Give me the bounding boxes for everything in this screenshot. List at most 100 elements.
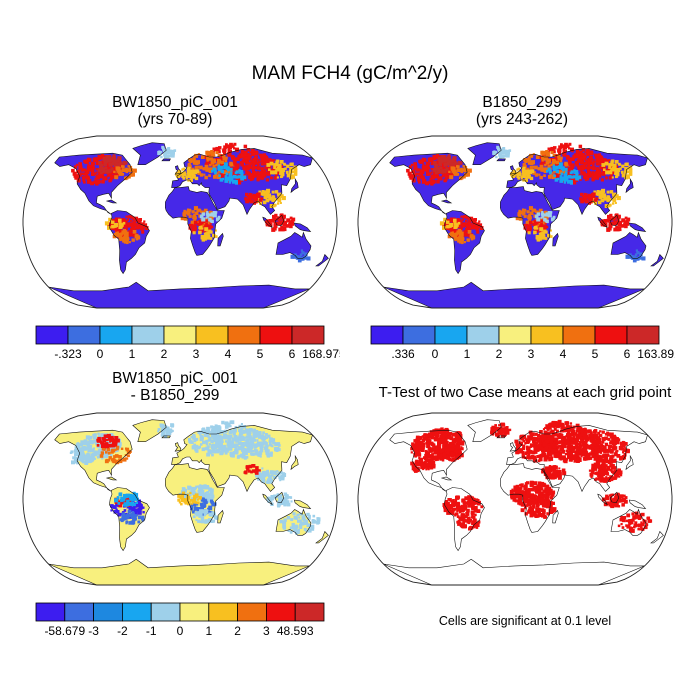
grid-cell [239, 161, 244, 165]
grid-cell [109, 160, 112, 163]
grid-cell [272, 214, 275, 218]
grid-cell [186, 208, 190, 211]
grid-cell [204, 440, 208, 444]
coastline-cuba [440, 199, 453, 204]
grid-cell [234, 426, 237, 429]
grid-cell [113, 170, 116, 173]
grid-cell [157, 150, 162, 156]
grid-cell [78, 448, 81, 452]
grid-cell [268, 474, 271, 477]
grid-cell [273, 170, 278, 175]
grid-cell [276, 493, 279, 496]
grid-cell [208, 505, 213, 510]
grid-cell [135, 224, 140, 230]
map-boundary [22, 412, 338, 586]
grid-cell [71, 168, 75, 173]
grid-cell [200, 517, 205, 522]
grid-cell [522, 163, 527, 168]
grid-cell [586, 165, 591, 170]
grid-cell [110, 178, 113, 181]
grid-cell [116, 170, 119, 173]
grid-cell [460, 504, 465, 509]
grid-cell [264, 155, 268, 158]
grid-cell [420, 442, 423, 446]
land-new-guinea [629, 500, 646, 509]
grid-cell [453, 222, 457, 226]
grid-cell [168, 154, 172, 158]
grid-cell [228, 146, 233, 150]
grid-cell [191, 435, 196, 440]
grid-cell [472, 497, 475, 500]
grid-cell [592, 172, 595, 175]
grid-cell [200, 223, 205, 228]
grid-cell [249, 151, 252, 154]
grid-cell [563, 181, 566, 184]
grid-cell [282, 223, 285, 227]
grid-cell [256, 161, 260, 165]
grid-cell [451, 231, 454, 234]
grid-cell [122, 219, 127, 224]
grid-cell [254, 199, 258, 203]
grid-cell [97, 168, 102, 172]
grid-cell [582, 195, 585, 198]
grid-cell [266, 469, 269, 473]
grid-cell [605, 159, 609, 162]
grid-cell [238, 424, 241, 428]
grid-cell [580, 153, 584, 157]
grid-cell [518, 211, 521, 214]
grid-cell [525, 158, 530, 163]
grid-cell [460, 447, 464, 451]
grid-cell [214, 211, 218, 214]
grid-cell [225, 144, 230, 149]
grid-cell [440, 438, 445, 443]
grid-cell [434, 445, 438, 449]
grid-cell [242, 175, 247, 180]
grid-cell [566, 144, 570, 148]
grid-cell [586, 152, 590, 157]
grid-cell [273, 221, 278, 226]
grid-cell [597, 173, 602, 178]
coastlines [383, 142, 664, 308]
grid-cell [591, 166, 596, 171]
grid-cell [417, 178, 421, 182]
grid-cell [77, 456, 81, 460]
grid-cell [457, 449, 462, 454]
grid-cell [189, 178, 193, 182]
grid-cell [267, 189, 270, 192]
grid-cell [125, 447, 130, 452]
panel-1-title-line1: BW1850_piC_001 [112, 94, 238, 111]
grid-cell [220, 173, 224, 177]
grid-cell [451, 449, 456, 454]
grid-cell [245, 435, 249, 439]
grid-cell [457, 169, 460, 172]
grid-cell [271, 199, 275, 203]
grid-cell [447, 227, 451, 231]
coastline-australia [275, 231, 312, 259]
grid-cell [580, 156, 583, 160]
grid-cell [279, 172, 282, 175]
grid-cell [266, 444, 269, 447]
grid-cell [157, 430, 160, 433]
grid-cell [134, 223, 138, 227]
grid-cell [420, 169, 424, 173]
grid-cell [263, 162, 266, 166]
grid-cell [425, 163, 430, 168]
grid-cell [229, 163, 233, 167]
grid-cell [471, 499, 475, 504]
grid-cell [278, 163, 281, 167]
grid-cell [199, 520, 202, 524]
grid-cell [87, 453, 91, 457]
grid-cell [99, 164, 104, 168]
grid-cell [186, 166, 191, 171]
grid-cell [262, 434, 265, 437]
grid-cell [543, 224, 547, 228]
grid-cell [273, 159, 276, 162]
grid-cell [109, 454, 113, 457]
grid-cell [596, 190, 600, 193]
grid-cell [141, 515, 145, 519]
grid-cell [472, 220, 476, 224]
grid-cell [90, 440, 94, 445]
grid-cell [550, 429, 555, 434]
grid-cell [208, 487, 212, 492]
grid-cell [276, 202, 280, 205]
